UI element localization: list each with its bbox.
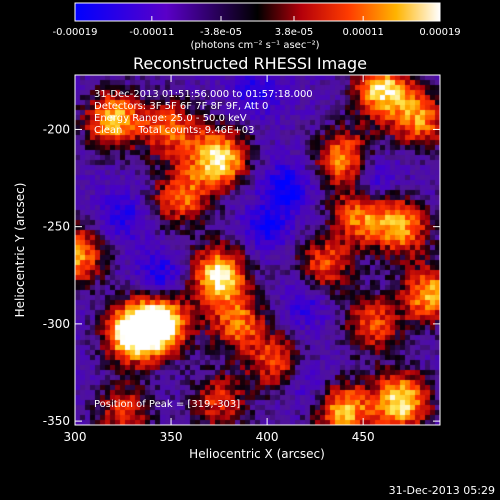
y-tick-label: -300 [43,317,70,331]
annotation-detectors: Detectors: 3F 5F 6F 7F 8F 9F, Att 0 [94,101,268,112]
annotation-block: 31-Dec-2013 01:51:56.000 to 01:57:18.000… [94,89,313,136]
annotation-counts: Clean Total counts: 9.46E+03 [94,125,254,136]
x-tick-label: 400 [256,430,279,444]
peak-position-label: Position of Peak = [319,-303] [94,399,240,410]
colorbar-ticks: -0.00019 -0.00011 -3.8e-05 3.8e-05 0.00011 0.… [53,16,461,38]
colorbar-tick-label: -0.00019 [53,27,98,38]
chart-title: Reconstructed RHESSI Image [133,54,367,73]
annotation-time-range: 31-Dec-2013 01:51:56.000 to 01:57:18.000 [94,89,313,100]
colorbar-unit-label: (photons cm⁻² s⁻¹ asec⁻²) [190,40,319,51]
x-axis: 300 350 400 450 [64,75,375,444]
x-tick-label: 450 [352,430,375,444]
colorbar-gradient [74,2,441,22]
heatmap-image [75,75,440,425]
plot-border [74,74,441,426]
x-axis-label: Heliocentric X (arcsec) [189,447,325,461]
heatmap-frame [75,75,440,425]
footer-timestamp: 31-Dec-2013 05:29 [389,484,495,497]
y-tick-label: -250 [43,220,70,234]
y-axis-label: Heliocentric Y (arcsec) [13,183,27,318]
colorbar: -0.00019 -0.00011 -3.8e-05 3.8e-05 0.00011 0.… [53,2,461,51]
colorbar-tick-label: 0.00011 [342,27,383,38]
annotation-energy-range: Energy Range: 25.0 - 50.0 keV [94,113,247,124]
colorbar-tick-label: 0.00019 [419,27,460,38]
x-tick-label: 300 [64,430,87,444]
y-axis: -200 -250 -300 -350 [43,122,440,428]
colorbar-tick-label: -3.8e-05 [200,27,242,38]
y-tick-label: -350 [43,414,70,428]
colorbar-tick-label: -0.00011 [129,27,174,38]
colorbar-tick-label: 3.8e-05 [275,27,313,38]
y-tick-label: -200 [43,122,70,136]
x-tick-label: 350 [160,430,183,444]
